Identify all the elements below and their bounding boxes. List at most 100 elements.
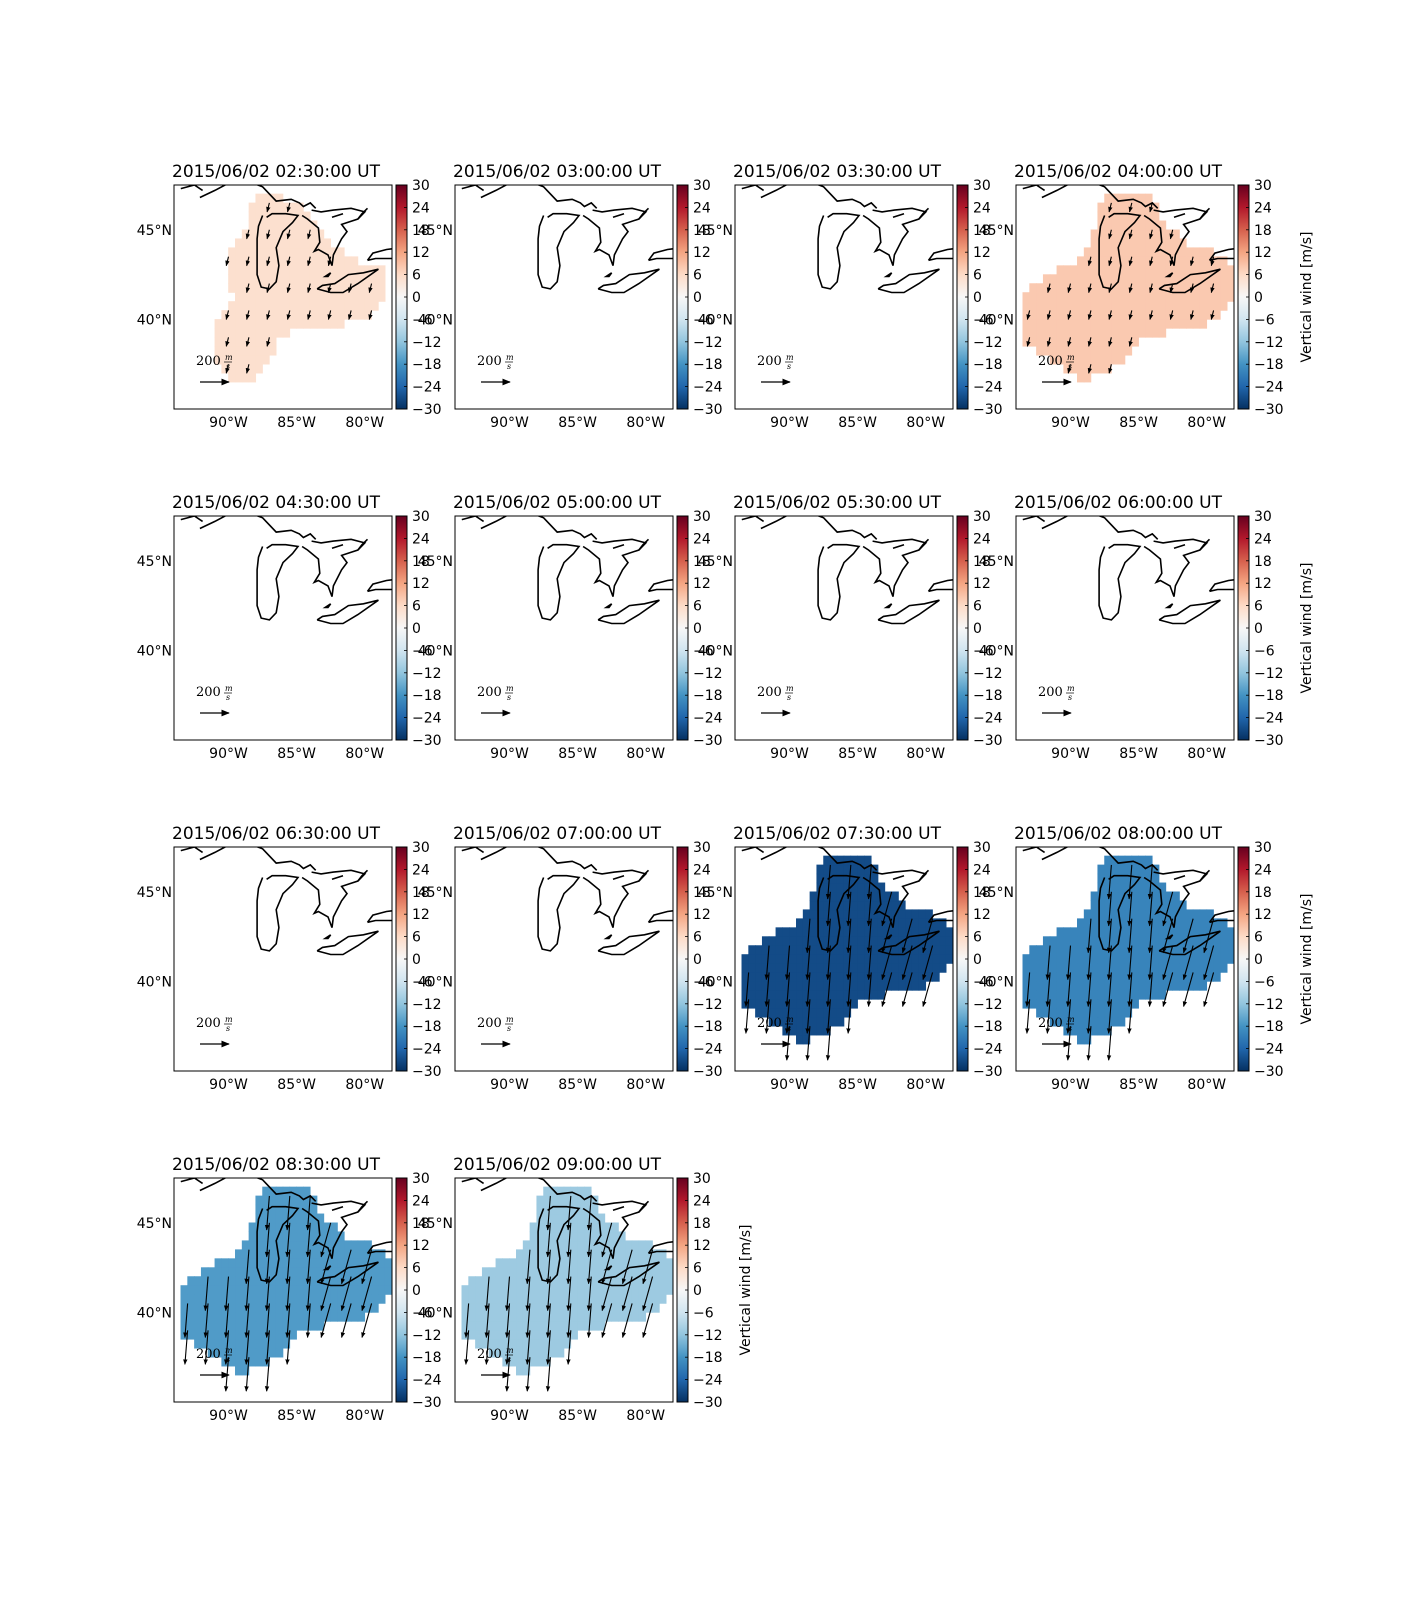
wind-cell (529, 1330, 538, 1340)
wind-cell (1097, 247, 1105, 257)
colorbar-tick-label: −12 (412, 666, 442, 682)
wind-cell (1151, 990, 1160, 1000)
wind-cell (536, 1312, 544, 1322)
wind-cell (659, 1258, 667, 1268)
wind-cell (775, 954, 783, 964)
wind-cell (577, 1222, 585, 1233)
wind-cell (864, 981, 872, 991)
colorbar-tick-label: −12 (973, 666, 1003, 682)
wind-cell (330, 1294, 338, 1304)
wind-vector-arrow (566, 1222, 572, 1258)
wind-cell (604, 1276, 612, 1286)
wind-cell (255, 345, 263, 356)
coastline (1022, 847, 1234, 956)
wind-cell (1111, 999, 1119, 1009)
wind-cell (577, 1294, 585, 1304)
wind-cell (843, 873, 852, 884)
axes-frame (734, 184, 954, 410)
wind-cell (1179, 909, 1187, 919)
wind-cell (228, 328, 236, 338)
colorbar-tick-label: −30 (412, 733, 442, 749)
wind-cell (1083, 918, 1092, 928)
colorbar-tick-label: −30 (1254, 1064, 1284, 1080)
wind-vector-arrow (327, 256, 332, 267)
wind-cell (1172, 310, 1180, 320)
wind-cell (241, 301, 250, 311)
wind-cell (755, 1007, 763, 1018)
wind-cell (269, 1213, 277, 1224)
colorbar-tick-label: 12 (973, 245, 991, 261)
wind-vector-arrow (1147, 918, 1153, 954)
wind-cell (1220, 256, 1228, 266)
wind-cell (296, 229, 304, 240)
wind-cell (337, 1249, 345, 1259)
wind-cell (1070, 954, 1078, 964)
wind-cell (262, 319, 270, 329)
wind-cell (1131, 337, 1139, 347)
wind-vector-arrow (286, 202, 291, 213)
wind-cell (289, 1330, 297, 1340)
wind-cell (241, 1365, 250, 1376)
wind-cell (1145, 319, 1153, 329)
wind-cell (864, 900, 872, 911)
wind-cell (816, 945, 824, 955)
wind-vector-arrow (305, 1276, 311, 1312)
wind-cell (782, 945, 790, 955)
wind-cell (1070, 999, 1078, 1009)
wind-cell (1131, 211, 1139, 222)
wind-cell (275, 292, 284, 302)
wind-cell (1138, 990, 1146, 1000)
wind-cell (550, 1303, 558, 1313)
wind-cell (782, 954, 790, 964)
wind-cell (1097, 283, 1105, 293)
wind-vector-arrow (266, 337, 271, 347)
wind-cell (1158, 328, 1167, 338)
wind-cell (282, 1267, 291, 1277)
wind-cell (775, 1016, 783, 1027)
wind-cell (775, 927, 783, 937)
wind-cell (269, 1303, 277, 1313)
wind-cell (248, 1285, 257, 1295)
wind-cell (516, 1330, 524, 1340)
wind-vector-arrow (264, 1357, 270, 1392)
wind-cell (289, 301, 297, 311)
reference-unit-numerator: m (1067, 1015, 1075, 1024)
wind-cell (1090, 999, 1099, 1009)
reference-unit-numerator: m (225, 1346, 233, 1355)
wind-cell (850, 999, 858, 1009)
wind-cell (516, 1303, 524, 1313)
wind-cell (1083, 283, 1092, 293)
wind-cell (488, 1303, 497, 1313)
wind-cell (481, 1321, 490, 1331)
wind-cell (877, 981, 886, 991)
wind-cell (1179, 900, 1187, 911)
wind-cell (877, 882, 886, 893)
wind-cell (932, 954, 940, 964)
wind-cell (1056, 337, 1064, 347)
wind-cell (1124, 954, 1133, 964)
wind-cell (823, 936, 831, 946)
wind-cell (516, 1294, 524, 1304)
wind-cell (891, 927, 899, 937)
wind-cell (289, 319, 297, 329)
wind-vector-arrow (285, 1222, 291, 1258)
wind-cell (235, 1321, 243, 1331)
wind-cell (1090, 981, 1099, 991)
wind-cell (269, 1195, 277, 1206)
wind-cell (1111, 202, 1119, 213)
wind-cell (1145, 954, 1153, 964)
wind-cell (816, 954, 824, 964)
wind-cell (1206, 310, 1214, 320)
wind-cell (248, 301, 257, 311)
wind-cell (461, 1285, 469, 1295)
wind-cell (262, 1267, 270, 1277)
wind-cell (282, 310, 291, 320)
wind-cell (577, 1240, 585, 1250)
wind-cell (282, 202, 291, 213)
wind-cell (550, 1321, 558, 1331)
wind-cell (1097, 864, 1105, 875)
wind-cell (850, 909, 858, 919)
x-tick-label: 80°W (1187, 746, 1226, 762)
y-tick-label: 45°N (137, 885, 172, 901)
wind-cell (830, 882, 838, 893)
